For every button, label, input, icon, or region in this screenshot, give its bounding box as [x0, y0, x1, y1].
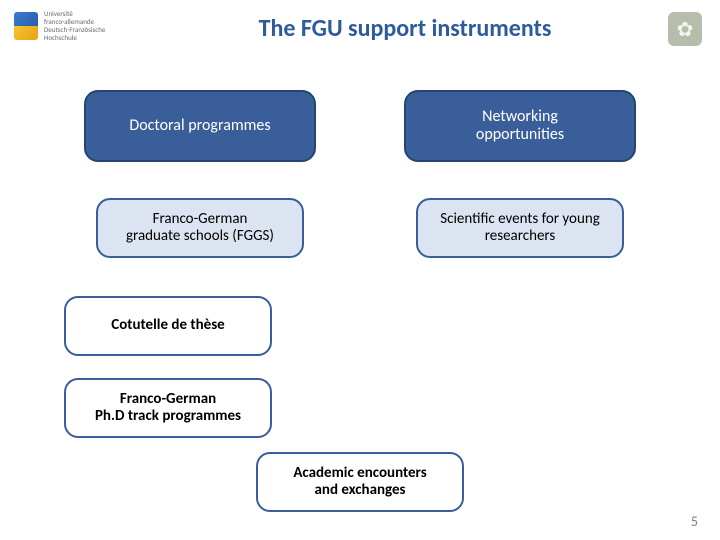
box-networking: Networkingopportunities [404, 90, 636, 162]
box-label: Scientific events for youngresearchers [440, 211, 600, 246]
box-label: Cotutelle de thèse [111, 317, 224, 334]
box-label: Doctoral programmes [129, 117, 270, 135]
logo-text: Universitéfranco-allemandeDeutsch-Franzö… [44, 10, 105, 42]
page-number: 5 [691, 513, 698, 530]
slide-title: The FGU support instruments [170, 14, 640, 43]
box-label: Academic encountersand exchanges [293, 465, 426, 500]
box-scientific-events: Scientific events for youngresearchers [416, 198, 624, 258]
box-label: Franco-GermanPh.D track programmes [95, 391, 241, 426]
org-logo: Universitéfranco-allemandeDeutsch-Franzö… [14, 10, 154, 48]
box-phd-track: Franco-GermanPh.D track programmes [64, 378, 272, 438]
slide-header: Universitéfranco-allemandeDeutsch-Franzö… [0, 8, 720, 52]
globe-icon: ✿ [668, 12, 702, 46]
logo-mark-icon [14, 12, 38, 40]
box-cotutelle: Cotutelle de thèse [64, 296, 272, 356]
box-label: Networkingopportunities [476, 108, 564, 145]
box-academic-encounters: Academic encountersand exchanges [256, 452, 464, 512]
box-doctoral-programmes: Doctoral programmes [84, 90, 316, 162]
box-fggs: Franco-Germangraduate schools (FGGS) [96, 198, 304, 258]
box-label: Franco-Germangraduate schools (FGGS) [126, 211, 274, 246]
